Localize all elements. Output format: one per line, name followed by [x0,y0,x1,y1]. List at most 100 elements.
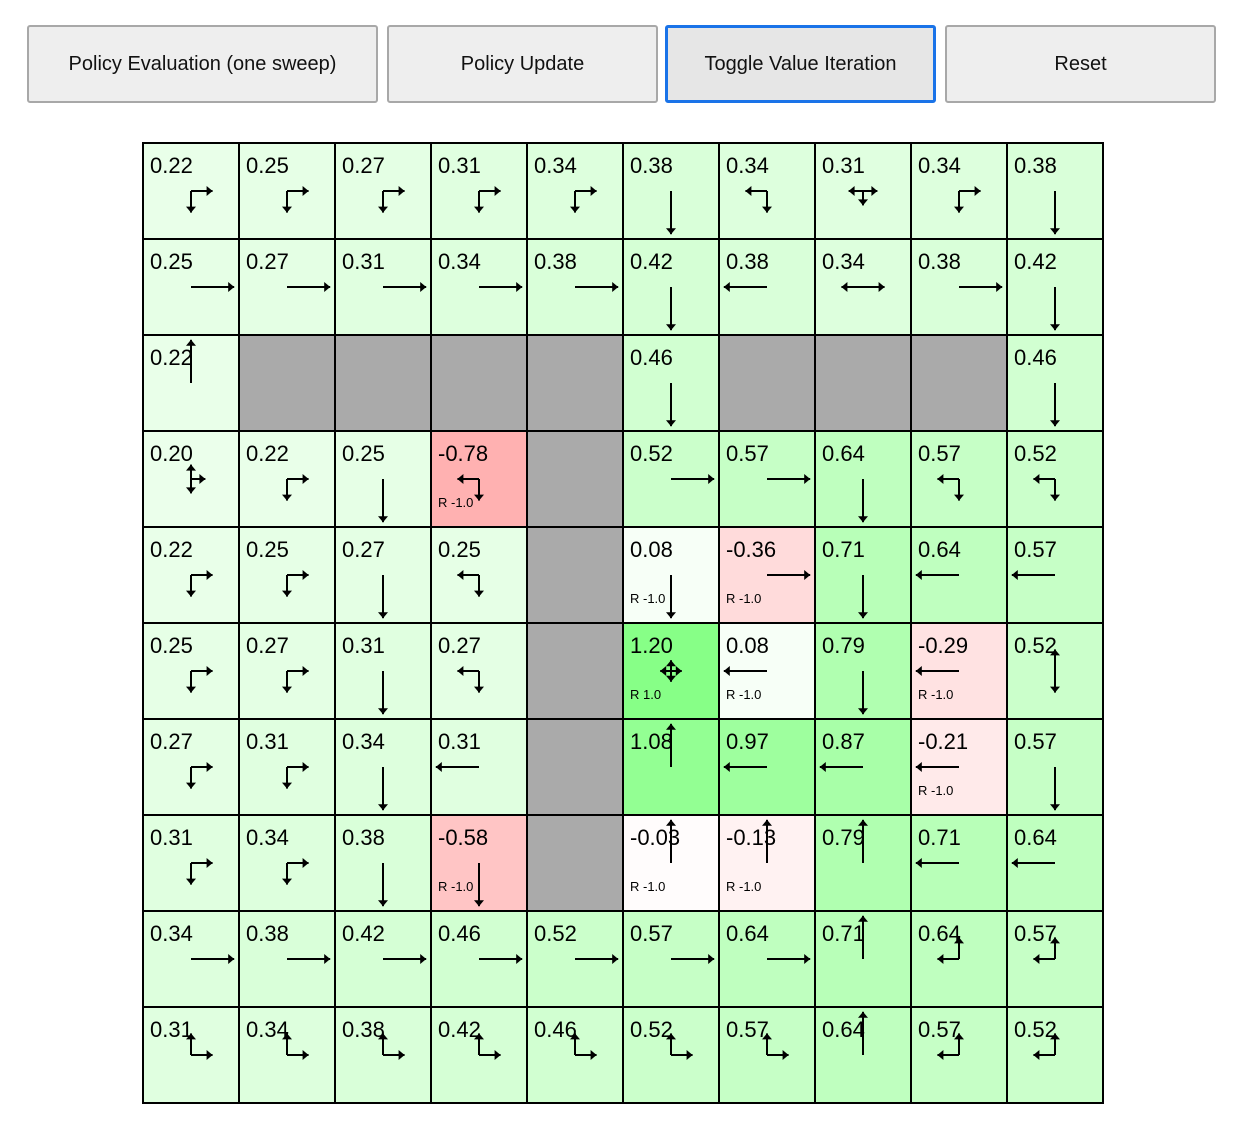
grid-cell[interactable]: -0.29 R -1.0 [910,622,1008,720]
grid-cell[interactable]: -0.03 R -1.0 [622,814,720,912]
grid-cell[interactable]: 0.71 [814,526,912,624]
grid-cell[interactable]: 0.34 [910,142,1008,240]
grid-cell[interactable]: 1.08 [622,718,720,816]
grid-cell[interactable]: 0.31 [142,814,240,912]
grid-cell[interactable]: 0.27 [334,142,432,240]
grid-cell[interactable]: 0.38 [238,910,336,1008]
grid-cell[interactable]: -0.78 R -1.0 [430,430,528,528]
grid-cell[interactable]: 0.31 [142,1006,240,1104]
grid-cell[interactable]: 0.42 [334,910,432,1008]
grid-cell[interactable]: 0.38 [1006,142,1104,240]
grid-cell[interactable]: 0.22 [142,526,240,624]
grid-cell[interactable]: -0.36 R -1.0 [718,526,816,624]
grid-cell[interactable]: 0.34 [238,1006,336,1104]
grid-cell[interactable]: 0.42 [622,238,720,336]
gridworld[interactable]: 0.22 0.25 0.27 0.31 0.34 0.38 0.34 0.31 0.34 0.38… [142,142,1104,1104]
grid-cell[interactable]: 0.08 R -1.0 [718,622,816,720]
grid-cell[interactable]: 0.31 [334,622,432,720]
grid-cell[interactable]: 0.25 [238,526,336,624]
grid-cell[interactable]: 0.57 [910,1006,1008,1104]
grid-cell[interactable]: 0.79 [814,622,912,720]
grid-cell[interactable]: 0.27 [334,526,432,624]
grid-cell[interactable]: 0.31 [334,238,432,336]
grid-cell[interactable]: 0.31 [430,718,528,816]
grid-cell[interactable]: 0.34 [238,814,336,912]
grid-cell[interactable]: 0.25 [142,238,240,336]
grid-cell[interactable]: 0.57 [718,430,816,528]
wall-cell[interactable] [718,334,816,432]
grid-cell[interactable]: 0.27 [142,718,240,816]
grid-cell[interactable]: 0.34 [142,910,240,1008]
grid-cell[interactable]: 0.87 [814,718,912,816]
grid-cell[interactable]: 0.25 [142,622,240,720]
grid-cell[interactable]: 0.52 [622,1006,720,1104]
wall-cell[interactable] [526,334,624,432]
wall-cell[interactable] [526,526,624,624]
wall-cell[interactable] [526,430,624,528]
grid-cell[interactable]: 0.57 [1006,718,1104,816]
wall-cell[interactable] [238,334,336,432]
grid-cell[interactable]: 0.38 [910,238,1008,336]
grid-cell[interactable]: -0.21 R -1.0 [910,718,1008,816]
grid-cell[interactable]: 0.38 [334,814,432,912]
grid-cell[interactable]: 0.22 [238,430,336,528]
wall-cell[interactable] [910,334,1008,432]
grid-cell[interactable]: 0.71 [814,910,912,1008]
grid-cell[interactable]: 0.46 [430,910,528,1008]
grid-cell[interactable]: 0.34 [334,718,432,816]
grid-cell[interactable]: 0.31 [814,142,912,240]
grid-cell[interactable]: 0.64 [718,910,816,1008]
grid-cell[interactable]: 0.52 [1006,622,1104,720]
grid-cell[interactable]: 0.46 [526,1006,624,1104]
grid-cell[interactable]: 0.46 [1006,334,1104,432]
grid-cell[interactable]: -0.13 R -1.0 [718,814,816,912]
wall-cell[interactable] [526,814,624,912]
grid-cell[interactable]: -0.58 R -1.0 [430,814,528,912]
grid-cell[interactable]: 0.25 [430,526,528,624]
grid-cell[interactable]: 0.22 [142,334,240,432]
grid-cell[interactable]: 0.42 [430,1006,528,1104]
grid-cell[interactable]: 0.31 [238,718,336,816]
grid-cell[interactable]: 0.46 [622,334,720,432]
wall-cell[interactable] [430,334,528,432]
grid-cell[interactable]: 0.25 [238,142,336,240]
grid-cell[interactable]: 0.38 [622,142,720,240]
grid-cell[interactable]: 0.64 [1006,814,1104,912]
grid-cell[interactable]: 0.42 [1006,238,1104,336]
grid-cell[interactable]: 0.64 [910,910,1008,1008]
grid-cell[interactable]: 1.20 R 1.0 [622,622,720,720]
grid-cell[interactable]: 0.34 [526,142,624,240]
toggle-value-iteration-button[interactable]: Toggle Value Iteration [665,25,936,103]
wall-cell[interactable] [526,718,624,816]
grid-cell[interactable]: 0.52 [622,430,720,528]
grid-cell[interactable]: 0.31 [430,142,528,240]
wall-cell[interactable] [526,622,624,720]
grid-cell[interactable]: 0.38 [334,1006,432,1104]
wall-cell[interactable] [334,334,432,432]
grid-cell[interactable]: 0.79 [814,814,912,912]
grid-cell[interactable]: 0.64 [910,526,1008,624]
policy-update-button[interactable]: Policy Update [387,25,658,103]
grid-cell[interactable]: 0.38 [526,238,624,336]
policy-evaluation-button[interactable]: Policy Evaluation (one sweep) [27,25,378,103]
grid-cell[interactable]: 0.57 [622,910,720,1008]
grid-cell[interactable]: 0.57 [1006,526,1104,624]
grid-cell[interactable]: 0.52 [526,910,624,1008]
grid-cell[interactable]: 0.25 [334,430,432,528]
grid-cell[interactable]: 0.64 [814,430,912,528]
grid-cell[interactable]: 0.38 [718,238,816,336]
grid-cell[interactable]: 0.57 [718,1006,816,1104]
grid-cell[interactable]: 0.20 [142,430,240,528]
grid-cell[interactable]: 0.34 [430,238,528,336]
grid-cell[interactable]: 0.57 [910,430,1008,528]
grid-cell[interactable]: 0.27 [238,238,336,336]
grid-cell[interactable]: 0.08 R -1.0 [622,526,720,624]
grid-cell[interactable]: 0.22 [142,142,240,240]
grid-cell[interactable]: 0.52 [1006,430,1104,528]
reset-button[interactable]: Reset [945,25,1216,103]
grid-cell[interactable]: 0.64 [814,1006,912,1104]
grid-cell[interactable]: 0.97 [718,718,816,816]
grid-cell[interactable]: 0.52 [1006,1006,1104,1104]
wall-cell[interactable] [814,334,912,432]
grid-cell[interactable]: 0.71 [910,814,1008,912]
